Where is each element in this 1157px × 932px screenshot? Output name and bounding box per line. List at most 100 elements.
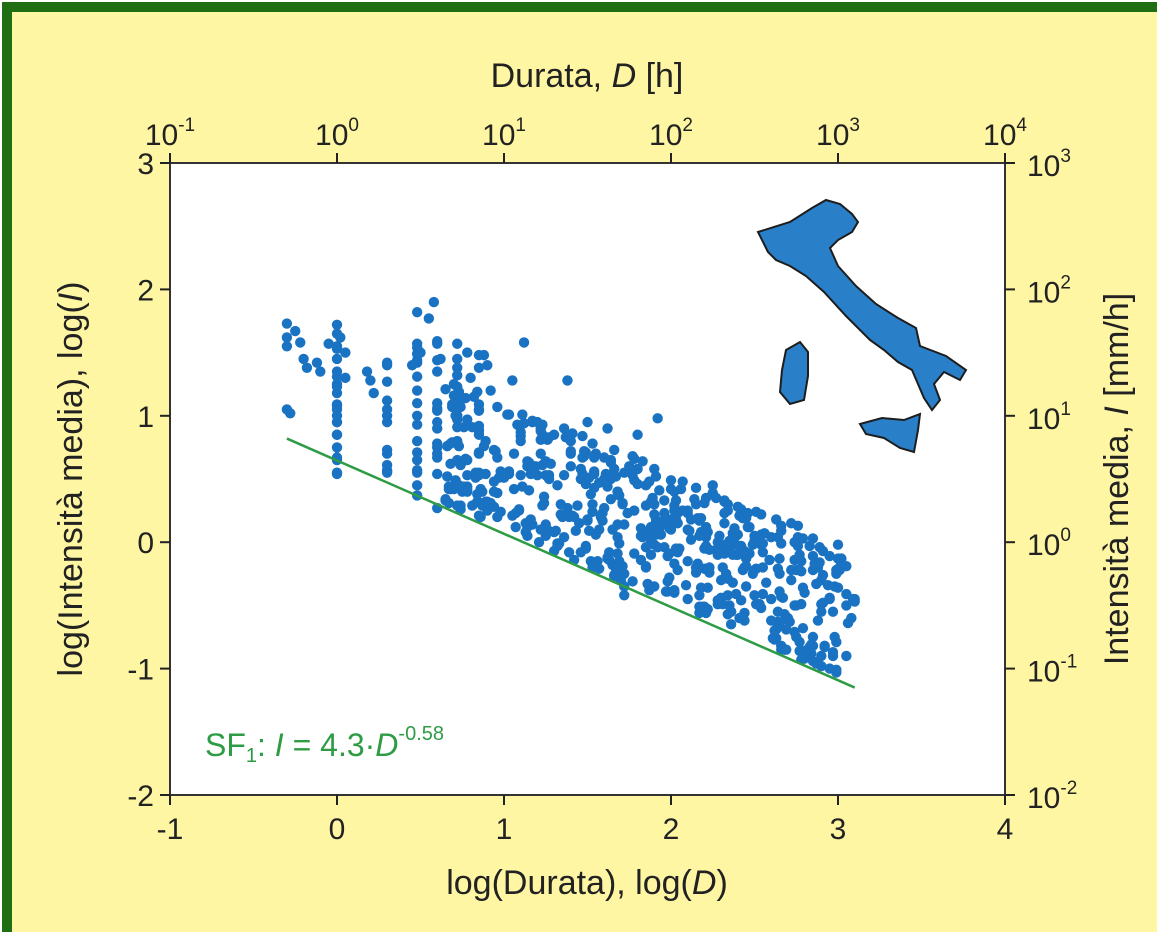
top-tick-label: 100 xyxy=(315,115,359,152)
x-tick-label: 3 xyxy=(830,813,847,846)
data-point xyxy=(452,353,463,365)
data-point xyxy=(719,507,730,519)
data-point xyxy=(565,435,576,447)
data-point xyxy=(727,549,738,561)
data-point xyxy=(492,511,503,523)
data-point xyxy=(629,475,640,486)
data-point xyxy=(503,409,515,420)
data-point xyxy=(452,381,463,392)
data-point xyxy=(432,416,443,428)
data-point xyxy=(730,588,742,600)
data-point xyxy=(582,515,593,526)
data-point xyxy=(452,437,463,448)
data-point xyxy=(682,593,693,605)
data-point xyxy=(722,590,733,601)
right-tick-label: 103 xyxy=(1027,146,1071,183)
data-point xyxy=(540,470,551,481)
data-point xyxy=(448,483,460,495)
data-point xyxy=(442,440,453,452)
data-point xyxy=(340,372,351,384)
data-point xyxy=(588,482,600,494)
data-point xyxy=(692,558,703,569)
data-point xyxy=(538,497,550,509)
data-point xyxy=(694,601,705,612)
data-point xyxy=(816,650,827,662)
data-point xyxy=(331,319,343,330)
data-point xyxy=(781,644,792,655)
data-point xyxy=(797,582,809,593)
y-tick-label: 1 xyxy=(137,401,154,434)
data-point xyxy=(677,476,688,487)
data-point xyxy=(537,419,548,430)
data-point xyxy=(655,529,667,540)
data-point xyxy=(814,542,825,553)
data-point xyxy=(629,453,640,464)
data-point xyxy=(411,410,423,421)
data-point xyxy=(700,607,712,619)
data-point xyxy=(331,343,343,355)
data-point xyxy=(637,456,648,467)
data-point xyxy=(750,506,762,518)
data-point xyxy=(452,338,463,349)
data-point xyxy=(629,548,640,559)
data-point xyxy=(816,606,827,617)
data-point xyxy=(660,586,672,597)
data-point xyxy=(677,505,688,516)
data-point xyxy=(440,495,451,506)
data-point xyxy=(702,526,713,538)
data-point xyxy=(473,362,485,373)
data-point xyxy=(794,636,805,648)
data-point xyxy=(766,593,777,605)
data-point xyxy=(473,470,485,481)
right-tick-label: 102 xyxy=(1027,272,1071,309)
data-point xyxy=(465,372,476,384)
top-tick-label: 104 xyxy=(983,115,1027,152)
data-point xyxy=(493,472,505,483)
data-point xyxy=(792,540,804,552)
data-point xyxy=(335,332,346,343)
data-point xyxy=(311,357,323,368)
data-point xyxy=(331,429,343,440)
data-point xyxy=(563,547,575,558)
data-point xyxy=(432,468,443,480)
data-point xyxy=(365,375,376,386)
data-point xyxy=(550,525,561,537)
data-point xyxy=(480,496,491,507)
data-point xyxy=(644,476,655,487)
data-point xyxy=(750,598,762,610)
data-point xyxy=(473,399,485,410)
data-point xyxy=(769,634,780,645)
data-point xyxy=(605,494,617,505)
data-point xyxy=(473,420,485,432)
data-point xyxy=(381,357,393,368)
data-point xyxy=(582,416,593,428)
data-point xyxy=(739,615,750,626)
data-point xyxy=(619,568,630,579)
data-point xyxy=(776,525,787,537)
data-point xyxy=(791,564,802,576)
data-point xyxy=(580,540,592,552)
data-point xyxy=(281,332,293,343)
y-tick-label: 3 xyxy=(137,148,154,181)
data-point xyxy=(361,366,373,377)
data-point xyxy=(532,470,543,481)
data-point xyxy=(462,483,473,495)
data-point xyxy=(707,480,718,491)
data-point xyxy=(612,486,623,497)
data-point xyxy=(789,626,800,638)
data-point xyxy=(604,473,615,485)
data-point xyxy=(602,423,613,434)
data-point xyxy=(665,483,677,495)
data-point xyxy=(462,470,473,481)
data-point xyxy=(792,531,804,543)
data-point xyxy=(432,338,443,349)
data-point xyxy=(411,454,423,466)
data-point xyxy=(290,325,301,337)
data-point xyxy=(522,530,533,542)
data-point xyxy=(473,349,485,361)
data-point xyxy=(331,468,343,480)
data-point xyxy=(682,555,693,567)
sardinia-shape xyxy=(778,340,809,406)
data-point xyxy=(665,475,677,486)
data-point xyxy=(760,577,772,588)
